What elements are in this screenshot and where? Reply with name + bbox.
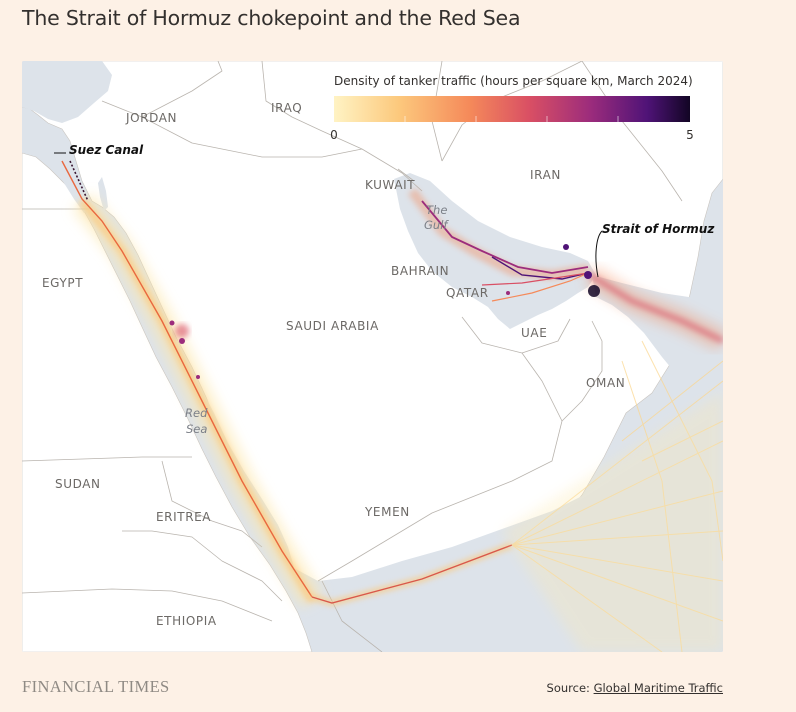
gulf-of-aqaba-water — [98, 177, 108, 211]
callout-strait-of-hormuz: Strait of Hormuz — [602, 222, 715, 236]
label-kuwait: KUWAIT — [365, 178, 415, 192]
callouts: Suez Canal Strait of Hormuz — [54, 143, 715, 278]
country-labels: IRAQ JORDAN KUWAIT IRAN BAHRAIN QATAR UA… — [42, 101, 625, 628]
label-eritrea: ERITREA — [156, 510, 211, 524]
legend-color-scale — [334, 96, 690, 122]
label-bahrain: BAHRAIN — [391, 264, 449, 278]
mediterranean-water — [22, 61, 112, 123]
label-gulf-line1: The — [426, 203, 447, 217]
label-egypt: EGYPT — [42, 276, 83, 290]
hormuz-leader-line — [595, 230, 603, 278]
label-saudi-arabia: SAUDI ARABIA — [286, 319, 379, 333]
map: Density of tanker traffic (hours per squ… — [22, 61, 723, 652]
label-iran: IRAN — [530, 168, 561, 182]
traffic-density-layer — [61, 160, 723, 652]
legend-max-label: 5 — [686, 128, 694, 142]
legend-title: Density of tanker traffic (hours per squ… — [334, 74, 693, 88]
source-link[interactable]: Global Maritime Traffic — [593, 681, 723, 695]
label-qatar: QATAR — [446, 286, 489, 300]
label-red-sea-line2: Sea — [186, 422, 207, 436]
legend: Density of tanker traffic (hours per squ… — [330, 74, 694, 142]
label-red-sea-line1: Red — [185, 406, 208, 420]
label-uae: UAE — [521, 326, 547, 340]
gulf-of-suez-water — [46, 147, 88, 213]
label-iraq: IRAQ — [271, 101, 302, 115]
callout-suez-canal: Suez Canal — [69, 143, 144, 157]
source-prefix: Source: — [546, 681, 594, 695]
label-gulf-line2: Gulf — [424, 218, 449, 232]
water-labels: The Gulf Red Sea — [185, 203, 449, 436]
label-jordan: JORDAN — [125, 111, 177, 125]
gulf-water — [394, 173, 596, 329]
source-note: Source: Global Maritime Traffic — [547, 681, 723, 695]
brand-logo: FINANCIAL TIMES — [22, 677, 170, 696]
label-sudan: SUDAN — [55, 477, 101, 491]
label-yemen: YEMEN — [364, 505, 410, 519]
borders — [22, 61, 683, 652]
page-title: The Strait of Hormuz chokepoint and the … — [22, 6, 521, 30]
label-oman: OMAN — [586, 376, 625, 390]
legend-min-label: 0 — [330, 128, 338, 142]
label-ethiopia: ETHIOPIA — [156, 614, 217, 628]
